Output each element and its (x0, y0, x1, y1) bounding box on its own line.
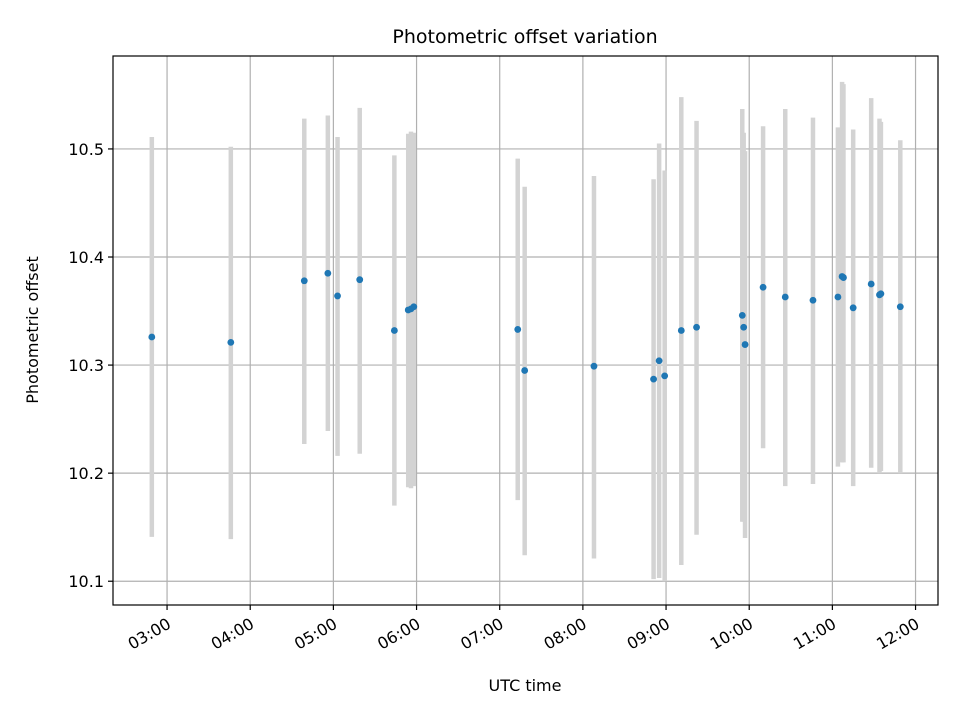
y-axis-label: Photometric offset (23, 256, 42, 404)
data-point (740, 323, 748, 331)
x-tick-label: 07:00 (457, 614, 506, 654)
data-point (738, 311, 746, 319)
data-point (896, 303, 904, 311)
x-tick-layer: 03:00 04:00 05:00 06:00 07:00 08:00 09:00 10:00… (125, 605, 923, 654)
data-point (390, 327, 398, 334)
plot-frame (112, 55, 939, 606)
data-point (334, 292, 341, 300)
chart-title: Photometric offset variation (392, 26, 657, 48)
data-point (227, 338, 235, 346)
data-point (809, 296, 817, 304)
data-point (655, 357, 663, 365)
y-tick-label: 10.1 (68, 572, 104, 591)
data-point (867, 280, 875, 288)
data-point (356, 276, 364, 284)
x-tick-label: 04:00 (208, 614, 257, 654)
y-tick-label: 10.2 (68, 464, 104, 483)
y-tick-label: 10.3 (68, 356, 104, 375)
data-point (148, 333, 156, 341)
data-point (693, 323, 700, 331)
data-point (590, 362, 598, 370)
data-point (781, 293, 789, 301)
data-point (741, 341, 749, 348)
data-point (834, 293, 842, 301)
y-tick-layer: 10.1 10.2 10.3 10.4 10.5 (68, 140, 113, 591)
data-point (849, 304, 857, 312)
data-point (877, 290, 885, 298)
x-tick-label: 08:00 (540, 614, 589, 654)
x-axis-label: UTC time (489, 676, 562, 695)
data-point (759, 283, 767, 291)
error-bar-layer (149, 81, 903, 582)
x-tick-label: 03:00 (125, 614, 174, 654)
data-point (661, 372, 669, 380)
x-tick-label: 10:00 (707, 614, 756, 654)
data-point (410, 303, 418, 311)
data-point (650, 375, 657, 383)
data-point (677, 327, 685, 334)
y-tick-label: 10.5 (68, 140, 104, 159)
data-point (324, 269, 332, 277)
data-point (840, 274, 847, 281)
x-tick-label: 06:00 (374, 614, 423, 654)
x-tick-label: 09:00 (624, 614, 673, 654)
x-tick-label: 12:00 (873, 614, 922, 654)
y-tick-label: 10.4 (68, 248, 104, 267)
data-point (300, 277, 308, 285)
x-tick-label: 05:00 (291, 614, 340, 654)
point-layer (148, 269, 904, 383)
data-point (521, 367, 529, 374)
data-point (514, 326, 522, 333)
x-tick-label: 11:00 (790, 614, 839, 654)
